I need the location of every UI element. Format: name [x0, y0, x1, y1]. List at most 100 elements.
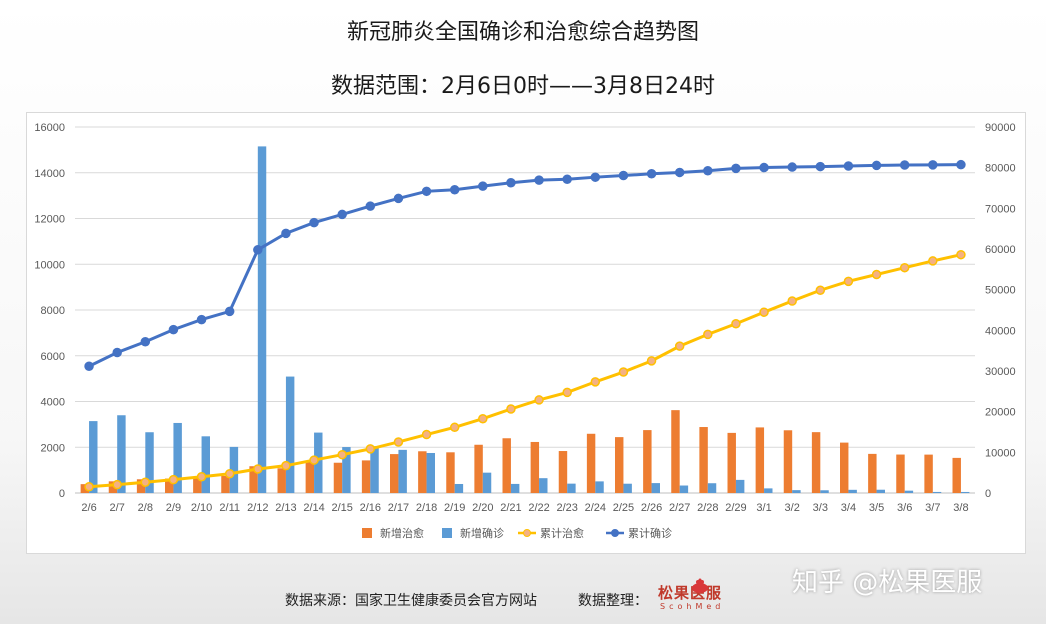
x-axis-tick-label: 2/12 [247, 502, 268, 514]
bar-new-confirmed [173, 422, 182, 493]
bar-new-cured [952, 457, 961, 493]
data-point [196, 471, 207, 482]
data-point [646, 169, 657, 179]
bar-new-confirmed [792, 490, 801, 493]
right-axis-tick-label: 30000 [985, 366, 1016, 378]
data-point [759, 307, 769, 317]
bar-new-confirmed [257, 146, 267, 493]
x-axis-tick-label: 3/5 [869, 502, 884, 514]
legend-swatch [442, 528, 452, 538]
data-point [674, 341, 685, 351]
legend-label: 累计确诊 [628, 526, 672, 540]
bar-new-cured [418, 451, 427, 493]
bar-new-confirmed [567, 483, 576, 493]
data-point [365, 444, 376, 454]
data-source-text: 数据来源：国家卫生健康委员会官方网站 [285, 593, 537, 609]
x-axis-tick-label: 3/3 [813, 502, 828, 514]
bar-new-cured [811, 432, 821, 493]
data-point [956, 249, 966, 260]
data-point [562, 387, 572, 398]
data-organizer-label: 数据整理： [578, 593, 648, 609]
bar-new-cured [586, 433, 596, 493]
bar-new-confirmed [342, 447, 351, 493]
right-axis-tick-label: 50000 [985, 285, 1016, 297]
x-axis-tick-label: 3/2 [785, 502, 800, 514]
data-point [421, 186, 432, 197]
data-point [393, 193, 404, 204]
bar-new-confirmed [820, 490, 829, 493]
data-point [196, 314, 207, 325]
left-axis-tick-label: 12000 [34, 214, 65, 226]
brand-logo: 松果医服 ScohMed [658, 576, 750, 616]
data-point [899, 160, 910, 170]
data-point [759, 162, 769, 173]
right-axis-tick-label: 90000 [985, 122, 1016, 134]
legend-swatch-marker [611, 529, 619, 537]
x-axis-tick-label: 2/21 [500, 502, 521, 514]
chart-subtitle: 数据范围：2月6日0时——3月8日24时 [331, 74, 715, 99]
series-line-cumulative-cured [88, 253, 962, 489]
bar-new-confirmed [679, 485, 689, 493]
x-axis-tick-label: 2/18 [416, 502, 437, 514]
bar-new-confirmed [285, 376, 295, 493]
bar-new-cured [108, 481, 118, 493]
data-point [393, 437, 404, 447]
chart-area: 0 2000 4000 6000 8000 10000 12000 14000 16000 0 10… [26, 112, 1026, 554]
data-point [224, 306, 235, 317]
left-axis-tick-label: 6000 [41, 351, 65, 363]
data-point [168, 324, 179, 335]
bar-new-confirmed [595, 481, 604, 493]
x-axis-tick-label: 2/19 [444, 502, 465, 514]
data-point [703, 329, 713, 340]
x-axis-tick-label: 2/28 [697, 502, 718, 514]
bar-new-cured [868, 453, 877, 493]
data-point [590, 377, 601, 387]
bar-new-cured [193, 476, 202, 493]
data-point [337, 209, 347, 220]
data-point [590, 172, 601, 182]
x-axis-tick-label: 2/23 [556, 502, 577, 514]
bar-new-cured [333, 462, 343, 493]
left-axis-tick-label: 14000 [34, 168, 65, 180]
bar-new-confirmed [201, 436, 210, 493]
right-axis-tick-label: 70000 [985, 203, 1016, 215]
bar-new-cured [136, 479, 146, 493]
data-point [618, 170, 629, 181]
bar-new-cured [474, 444, 483, 493]
bar-new-cured [727, 432, 736, 493]
bar-new-cured [755, 427, 765, 493]
legend-swatch [362, 528, 372, 538]
x-axis-tick-label: 2/6 [81, 502, 96, 514]
data-point [787, 296, 797, 306]
bar-new-cured [558, 451, 568, 493]
data-point [253, 245, 263, 255]
combo-chart: 0 2000 4000 6000 8000 10000 12000 14000 16000 0 10… [34, 122, 1016, 540]
bar-new-confirmed [735, 479, 745, 493]
left-axis-tick-label: 10000 [34, 259, 65, 271]
bar-new-cured [783, 430, 793, 493]
data-point [449, 422, 460, 433]
x-axis-tick-label: 2/17 [388, 502, 409, 514]
data-point [534, 175, 544, 185]
bar-new-confirmed [848, 489, 857, 493]
bar-new-confirmed [539, 478, 548, 493]
bar-new-cured [221, 475, 230, 493]
bar-new-confirmed [145, 432, 154, 493]
bar-new-cured [643, 430, 652, 493]
x-axis-tick-label: 2/29 [725, 502, 746, 514]
x-axis-tick-label: 2/8 [138, 502, 153, 514]
x-axis-tick-label: 2/26 [641, 502, 662, 514]
data-point [421, 429, 432, 440]
legend-label: 新增治愈 [380, 526, 424, 540]
bar-new-confirmed [89, 421, 98, 493]
left-axis-tick-label: 0 [59, 488, 65, 500]
x-axis-tick-label: 2/24 [585, 502, 606, 514]
data-point [112, 347, 122, 358]
bar-new-confirmed [117, 415, 126, 493]
x-axis-tick-label: 2/9 [166, 502, 181, 514]
bar-new-confirmed [707, 483, 717, 493]
bar-new-confirmed [623, 483, 632, 493]
bar-new-confirmed [510, 483, 520, 493]
x-axis-tick-label: 3/6 [897, 502, 912, 514]
data-point [112, 479, 122, 490]
